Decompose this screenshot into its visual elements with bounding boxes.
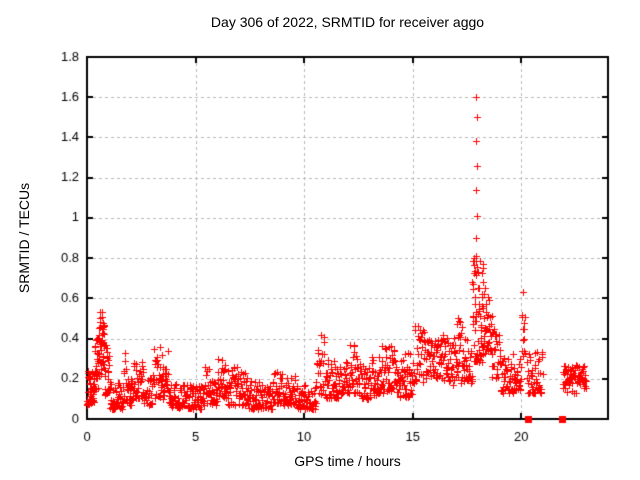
x-axis-label: GPS time / hours	[294, 453, 401, 469]
y-axis-label: SRMTID / TECUs	[16, 182, 32, 294]
chart-title: Day 306 of 2022, SRMTID for receiver agg…	[210, 14, 485, 30]
